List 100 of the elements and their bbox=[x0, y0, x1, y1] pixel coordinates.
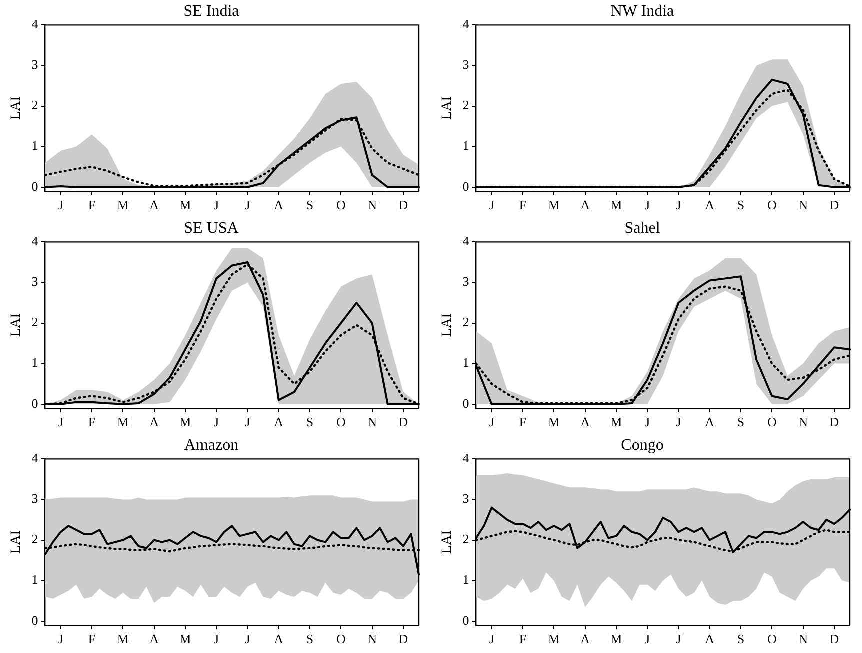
x-tick-label: F bbox=[88, 198, 96, 213]
x-tick-label: N bbox=[798, 632, 809, 647]
y-axis-title: LAI bbox=[440, 96, 456, 120]
y-tick-label: 0 bbox=[32, 178, 38, 194]
x-tick-label: N bbox=[368, 632, 378, 647]
x-tick-label: O bbox=[336, 414, 346, 430]
x-tick-label: A bbox=[150, 414, 160, 430]
x-tick-label: O bbox=[767, 632, 777, 647]
x-tick-label: N bbox=[798, 414, 809, 430]
x-tick-label: N bbox=[798, 198, 809, 213]
x-tick-label: D bbox=[830, 414, 840, 430]
x-tick-label: M bbox=[610, 198, 623, 213]
x-tick-label: J bbox=[58, 198, 64, 213]
x-tick-label: J bbox=[489, 414, 494, 430]
x-tick-label: J bbox=[645, 632, 650, 647]
x-tick-label: M bbox=[117, 414, 130, 430]
y-tick-label: 4 bbox=[462, 450, 470, 466]
y-tick-label: 4 bbox=[32, 234, 39, 249]
x-tick-label: J bbox=[245, 414, 250, 430]
x-tick-label: F bbox=[519, 632, 527, 647]
x-tick-label: S bbox=[306, 414, 314, 430]
y-tick-label: 2 bbox=[462, 532, 470, 547]
x-tick-label: M bbox=[117, 632, 130, 647]
x-tick-label: J bbox=[245, 632, 250, 647]
x-tick-label: J bbox=[645, 198, 650, 213]
x-tick-label: S bbox=[737, 632, 745, 647]
y-tick-label: 4 bbox=[32, 450, 39, 466]
y-axis-title: LAI bbox=[9, 96, 24, 120]
y-tick-label: 2 bbox=[462, 314, 470, 330]
x-tick-label: J bbox=[645, 414, 650, 430]
x-tick-label: O bbox=[336, 632, 346, 647]
y-tick-label: 4 bbox=[462, 234, 470, 249]
x-tick-label: J bbox=[489, 632, 494, 647]
x-tick-label: A bbox=[150, 632, 160, 647]
y-tick-label: 1 bbox=[462, 138, 470, 154]
chart-title: Sahel bbox=[624, 220, 661, 237]
y-tick-label: 3 bbox=[32, 57, 38, 72]
x-tick-label: S bbox=[737, 198, 745, 213]
x-tick-label: S bbox=[737, 414, 745, 430]
x-tick-label: M bbox=[548, 632, 560, 647]
y-tick-label: 3 bbox=[32, 491, 38, 506]
chart-title: SE India bbox=[184, 2, 240, 20]
y-tick-label: 1 bbox=[32, 138, 38, 154]
y-tick-label: 2 bbox=[32, 532, 38, 547]
x-tick-label: A bbox=[580, 632, 591, 647]
x-tick-label: S bbox=[306, 632, 314, 647]
x-tick-label: D bbox=[830, 632, 840, 647]
y-axis-title: LAI bbox=[440, 313, 456, 337]
x-tick-label: N bbox=[368, 414, 378, 430]
x-tick-label: O bbox=[767, 414, 777, 430]
x-tick-label: M bbox=[180, 632, 192, 647]
y-tick-label: 2 bbox=[462, 98, 470, 113]
x-tick-label: M bbox=[180, 198, 192, 213]
y-tick-label: 2 bbox=[32, 314, 38, 330]
chart-title: SE USA bbox=[184, 220, 240, 237]
y-tick-label: 0 bbox=[32, 612, 38, 628]
y-tick-label: 3 bbox=[462, 57, 470, 72]
chart-title: NW India bbox=[610, 2, 674, 20]
y-tick-label: 3 bbox=[462, 274, 470, 290]
x-tick-label: J bbox=[489, 198, 494, 213]
y-tick-label: 0 bbox=[462, 178, 470, 194]
x-tick-label: N bbox=[368, 198, 378, 213]
y-tick-label: 2 bbox=[32, 98, 38, 113]
x-tick-label: F bbox=[519, 198, 527, 213]
x-tick-label: S bbox=[306, 198, 314, 213]
x-tick-label: A bbox=[150, 198, 160, 213]
x-tick-label: A bbox=[705, 632, 716, 647]
x-tick-label: J bbox=[58, 414, 64, 430]
x-tick-label: F bbox=[88, 414, 96, 430]
chart-title: Congo bbox=[621, 436, 664, 454]
y-tick-label: 1 bbox=[32, 572, 38, 588]
x-tick-label: A bbox=[580, 414, 591, 430]
x-tick-label: D bbox=[398, 198, 408, 213]
x-tick-label: J bbox=[676, 632, 682, 647]
x-tick-label: J bbox=[676, 198, 682, 213]
x-tick-label: A bbox=[580, 198, 591, 213]
y-axis-title: LAI bbox=[9, 530, 24, 554]
x-tick-label: D bbox=[398, 414, 408, 430]
x-tick-label: A bbox=[274, 414, 284, 430]
y-tick-label: 0 bbox=[462, 396, 470, 411]
x-tick-label: J bbox=[58, 632, 64, 647]
x-tick-label: O bbox=[767, 198, 777, 213]
x-tick-label: M bbox=[610, 632, 623, 647]
x-tick-label: A bbox=[274, 198, 284, 213]
y-tick-label: 0 bbox=[32, 396, 38, 411]
x-tick-label: F bbox=[88, 632, 96, 647]
y-tick-label: 4 bbox=[32, 16, 39, 32]
y-tick-label: 1 bbox=[32, 355, 38, 370]
x-tick-label: A bbox=[705, 198, 716, 213]
y-tick-label: 1 bbox=[462, 572, 470, 588]
y-axis-title: LAI bbox=[440, 530, 456, 554]
y-axis-title: LAI bbox=[9, 313, 24, 337]
y-tick-label: 0 bbox=[462, 612, 470, 628]
x-tick-label: J bbox=[214, 198, 220, 213]
y-tick-label: 3 bbox=[462, 491, 470, 506]
x-tick-label: J bbox=[676, 414, 682, 430]
y-tick-label: 4 bbox=[462, 16, 470, 32]
y-tick-label: 1 bbox=[462, 355, 470, 370]
x-tick-label: D bbox=[830, 198, 840, 213]
y-tick-label: 3 bbox=[32, 274, 38, 290]
